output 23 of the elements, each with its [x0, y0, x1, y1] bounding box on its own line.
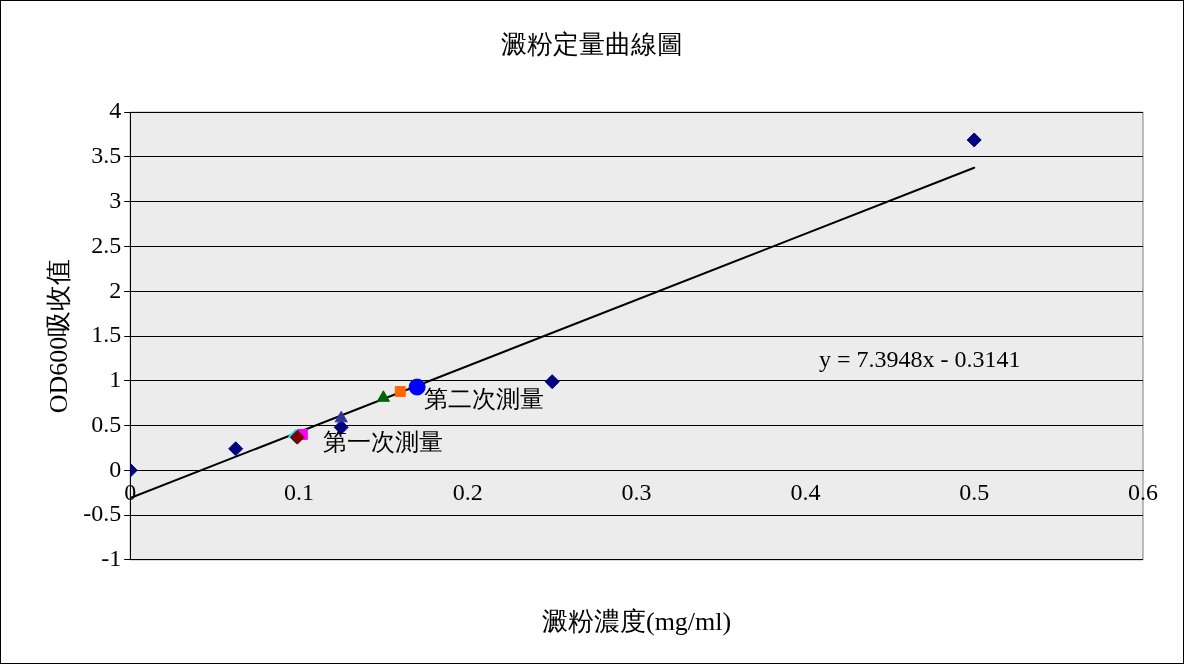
- x-axis-title: 澱粉濃度(mg/ml): [541, 607, 732, 637]
- y-axis-title: OD600吸收值: [44, 258, 74, 414]
- x-tick-label: 0.3: [621, 478, 652, 505]
- x-tick-label: 0.2: [452, 478, 483, 505]
- annotation: y = 7.3948x - 0.3141: [818, 345, 1021, 372]
- annotation: 第二次測量: [423, 386, 544, 413]
- y-tick-label: 3.5: [91, 142, 122, 169]
- y-tick-label: 4: [109, 97, 122, 124]
- y-tick-label: -1: [101, 545, 122, 572]
- y-tick-label: 2.5: [91, 231, 122, 258]
- y-tick-label: 1.5: [91, 321, 122, 348]
- x-tick-label: 0.5: [959, 478, 990, 505]
- y-tick-label: 2: [109, 276, 122, 303]
- x-tick-label: 0.6: [1128, 478, 1158, 505]
- y-tick-label: 1: [109, 366, 122, 393]
- annotation: 第一次測量: [322, 428, 443, 455]
- chart-title: 澱粉定量曲線圖: [501, 30, 683, 60]
- y-tick-label: 0: [109, 455, 122, 482]
- y-tick-label: -0.5: [83, 500, 122, 527]
- y-tick-label: 3: [109, 187, 122, 214]
- x-tick-label: 0.4: [790, 478, 821, 505]
- x-tick-label: 0.1: [283, 478, 314, 505]
- y-tick-label: 0.5: [91, 410, 122, 437]
